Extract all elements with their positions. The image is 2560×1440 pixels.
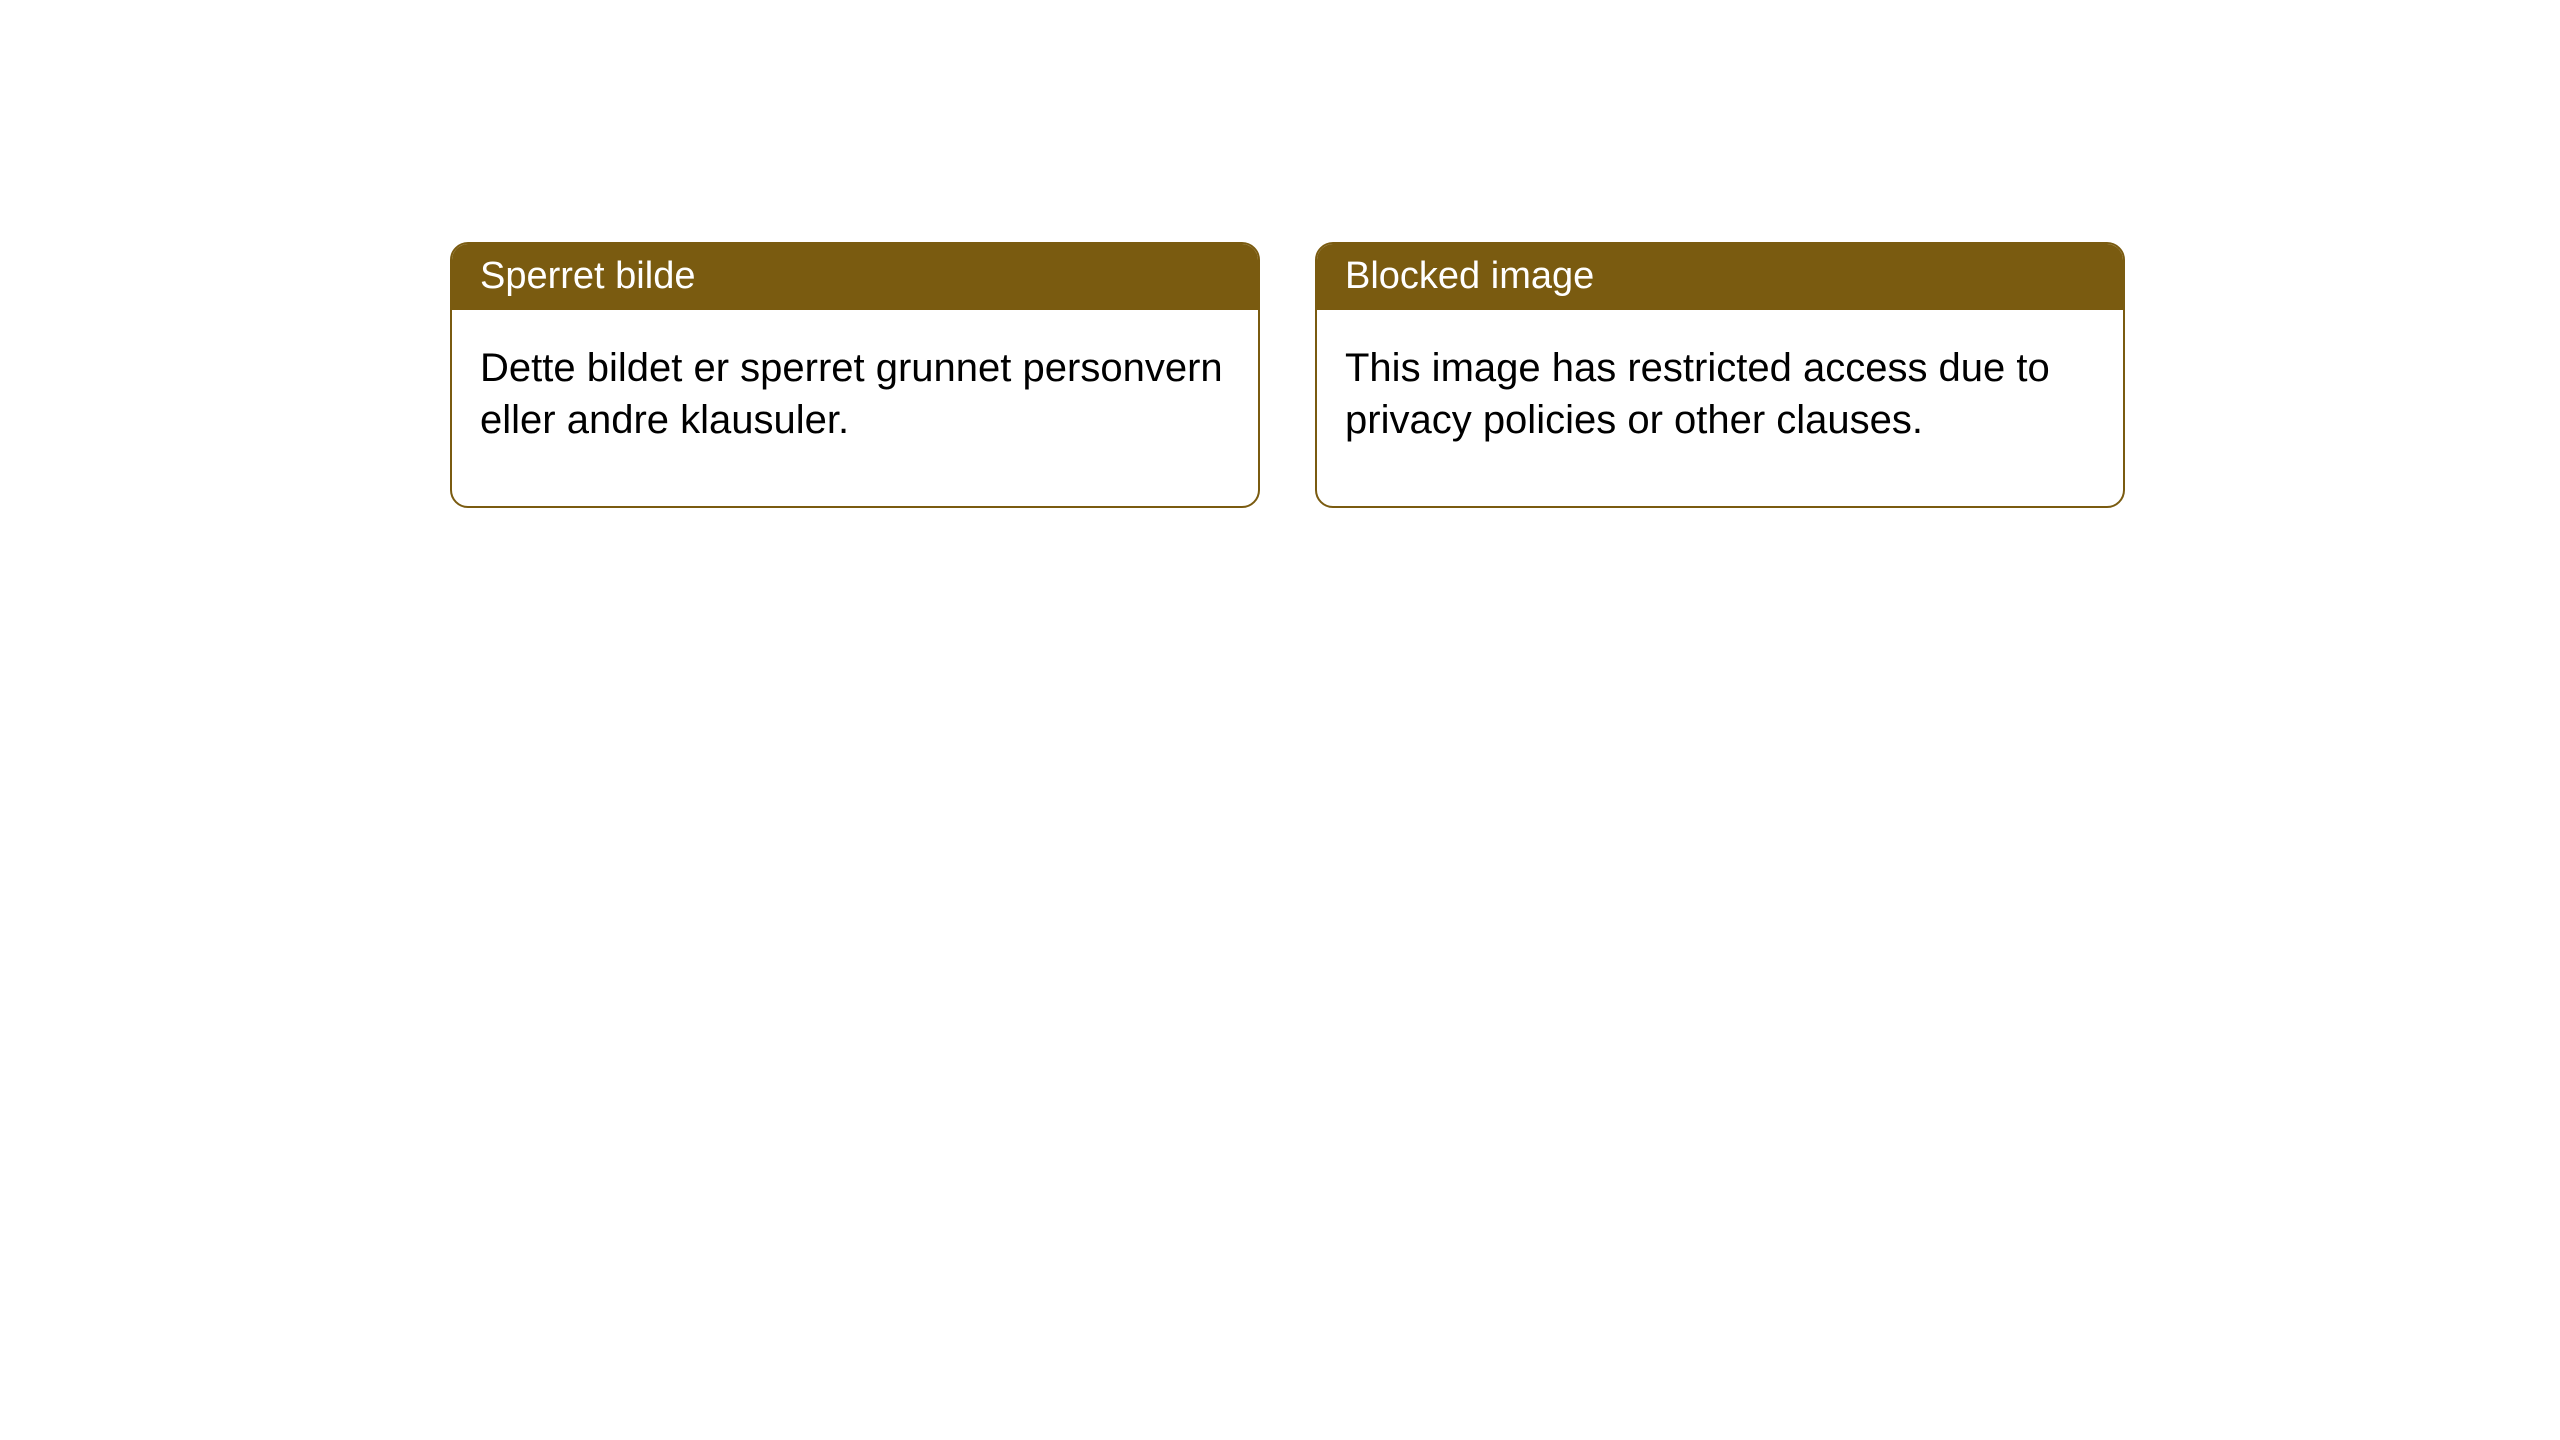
notice-title-norwegian: Sperret bilde — [452, 244, 1258, 310]
notice-body-english: This image has restricted access due to … — [1317, 310, 2123, 506]
notice-container: Sperret bilde Dette bildet er sperret gr… — [450, 242, 2125, 508]
notice-title-english: Blocked image — [1317, 244, 2123, 310]
notice-body-norwegian: Dette bildet er sperret grunnet personve… — [452, 310, 1258, 506]
notice-card-norwegian: Sperret bilde Dette bildet er sperret gr… — [450, 242, 1260, 508]
notice-card-english: Blocked image This image has restricted … — [1315, 242, 2125, 508]
